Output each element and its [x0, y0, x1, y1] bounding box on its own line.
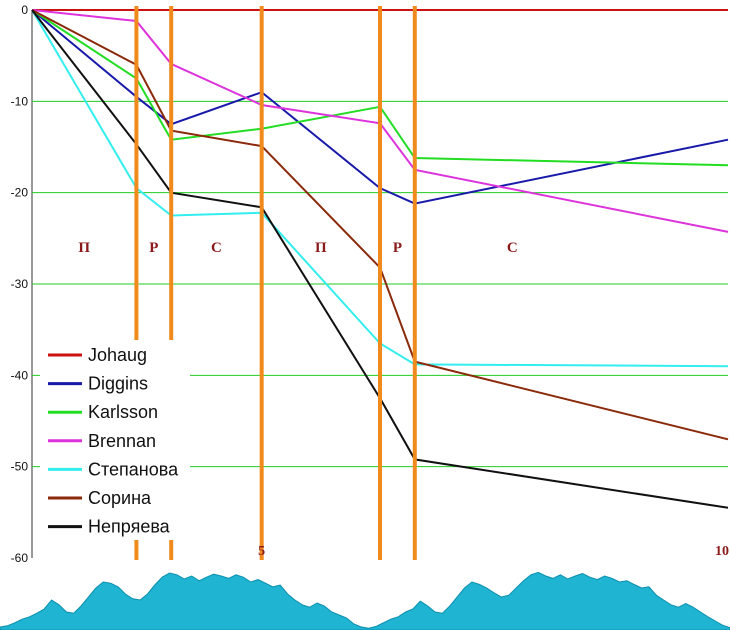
legend-label: Непряева [88, 517, 171, 537]
y-tick-label: -60 [11, 551, 29, 565]
y-tick-label: -50 [11, 460, 29, 474]
legend-label: Brennan [88, 431, 156, 451]
y-tick-label: 0 [21, 3, 28, 17]
elevation-profile [0, 566, 730, 630]
legend-label: Diggins [88, 374, 148, 394]
y-tick-label: -30 [11, 277, 29, 291]
km-marker: 10 [715, 544, 729, 559]
y-axis-ticks: 0 -10 -20 -30 -40 -50 -60 [11, 3, 29, 565]
segment-label: Р [149, 240, 158, 256]
legend-label: Сорина [88, 488, 152, 508]
legend-label: Степанова [88, 459, 179, 479]
segment-label: С [211, 240, 222, 256]
profile-area [0, 571, 730, 630]
y-tick-label: -40 [11, 368, 29, 382]
legend: Johaug Diggins Karlsson Brennan Степанова Сор… [40, 340, 190, 540]
segment-label: П [315, 240, 327, 256]
legend-label: Johaug [88, 345, 147, 365]
segment-label: П [78, 240, 90, 256]
legend-label: Karlsson [88, 402, 158, 422]
y-tick-label: -10 [11, 94, 29, 108]
km-markers: 5 10 [258, 544, 729, 559]
segment-label: С [507, 240, 518, 256]
y-tick-label: -20 [11, 186, 29, 200]
segment-label: Р [393, 240, 402, 256]
km-marker: 5 [258, 544, 265, 559]
